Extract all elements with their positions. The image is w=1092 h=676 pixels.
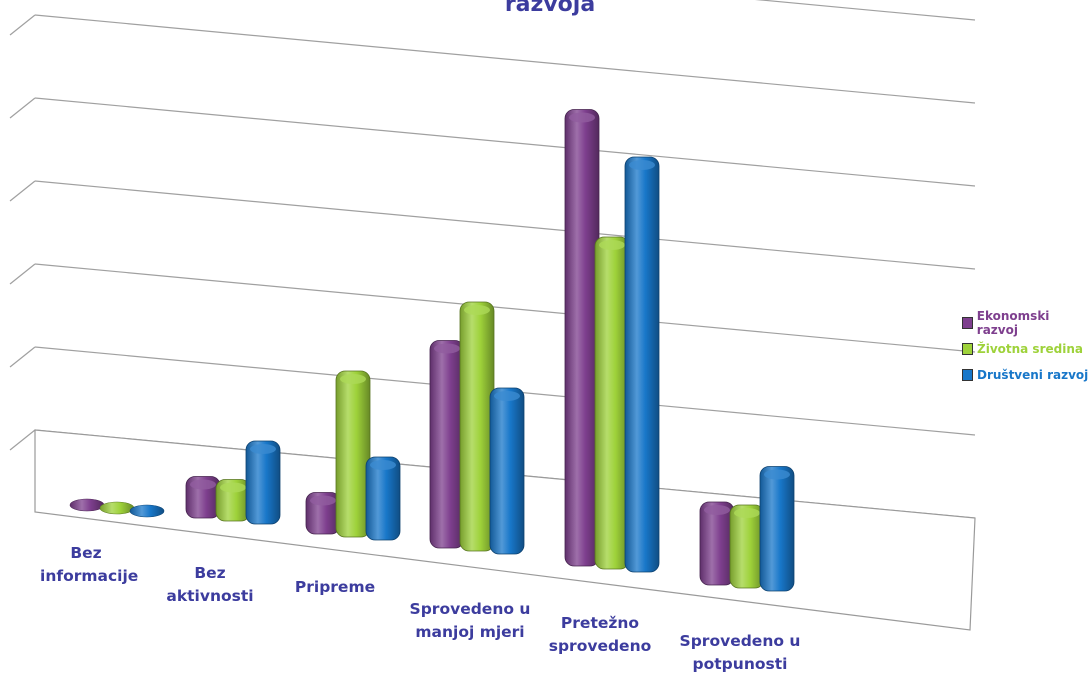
bar-top-1-1 xyxy=(220,482,246,493)
bar-top-2-1 xyxy=(340,374,366,384)
bar-5-2 xyxy=(759,466,795,592)
category-label: Sprovedeno u manjoj mjeri xyxy=(409,600,531,641)
bar-top-5-0 xyxy=(704,505,730,515)
bar-2-2 xyxy=(365,456,401,541)
legend-label: Životna sredina xyxy=(977,342,1083,356)
bar-4-1 xyxy=(594,236,630,570)
bar-top-4-2 xyxy=(629,160,655,170)
bar-top-1-0 xyxy=(190,479,216,490)
legend-item-drustveni-razvoj: Društveni razvoj xyxy=(962,362,1092,388)
bar-top-2-2 xyxy=(370,460,396,470)
legend-item-zivotna-sredina: Životna sredina xyxy=(962,336,1092,362)
gridline xyxy=(34,263,976,353)
bar-top-1-2 xyxy=(250,444,276,454)
legend-label: Ekonomski razvoj xyxy=(976,309,1050,337)
bar-4-0 xyxy=(564,109,600,567)
gridlines xyxy=(9,0,976,519)
bar-0-0 xyxy=(69,498,105,512)
bar-0-1 xyxy=(99,501,135,515)
bar-top-2-0 xyxy=(310,495,336,506)
bar-top-3-2 xyxy=(494,391,520,401)
category-label: Pretežno sprovedeno xyxy=(548,614,652,655)
bar-3-1 xyxy=(459,301,495,552)
category-label: Sprovedeno u potpunosti xyxy=(679,632,801,673)
gridline-side xyxy=(9,97,36,119)
bar-3-0 xyxy=(429,340,465,549)
bar-1-2 xyxy=(245,440,281,525)
bar-top-5-2 xyxy=(764,469,790,480)
gridline-side xyxy=(9,14,36,36)
bar-4-2 xyxy=(624,156,660,573)
category-label: Pripreme xyxy=(294,578,376,596)
bars xyxy=(69,109,795,592)
bar-3-2 xyxy=(489,387,525,555)
legend: Ekonomski razvoj Životna sredina Društve… xyxy=(962,309,1092,388)
legend-swatch-drustveni-razvoj xyxy=(962,369,973,381)
chart-title: razvoja xyxy=(504,0,596,17)
legend-swatch-zivotna-sredina xyxy=(962,343,973,355)
gridline xyxy=(34,180,976,270)
gridline xyxy=(754,0,976,21)
bar-2-1 xyxy=(335,370,371,538)
legend-swatch-ekonomski-razvoj xyxy=(962,317,973,329)
gridline-side xyxy=(9,263,36,285)
gridline-side xyxy=(9,180,36,202)
gridline xyxy=(34,14,976,104)
bar-0-2 xyxy=(129,504,165,518)
gridline-side xyxy=(9,429,36,451)
category-label: Bez informacije xyxy=(40,544,139,585)
legend-label: Društveni razvoj xyxy=(977,368,1089,382)
bar-top-5-1 xyxy=(734,508,760,518)
gridline-side xyxy=(9,346,36,368)
gridline xyxy=(34,97,976,187)
legend-item-ekonomski-razvoj: Ekonomski razvoj xyxy=(962,309,1092,337)
bar-top-4-0 xyxy=(569,112,595,123)
bar-top-4-1 xyxy=(599,240,625,250)
bar-top-3-1 xyxy=(464,305,490,315)
bar-top-3-0 xyxy=(434,343,460,354)
category-label: Bez aktivnosti xyxy=(166,564,254,605)
